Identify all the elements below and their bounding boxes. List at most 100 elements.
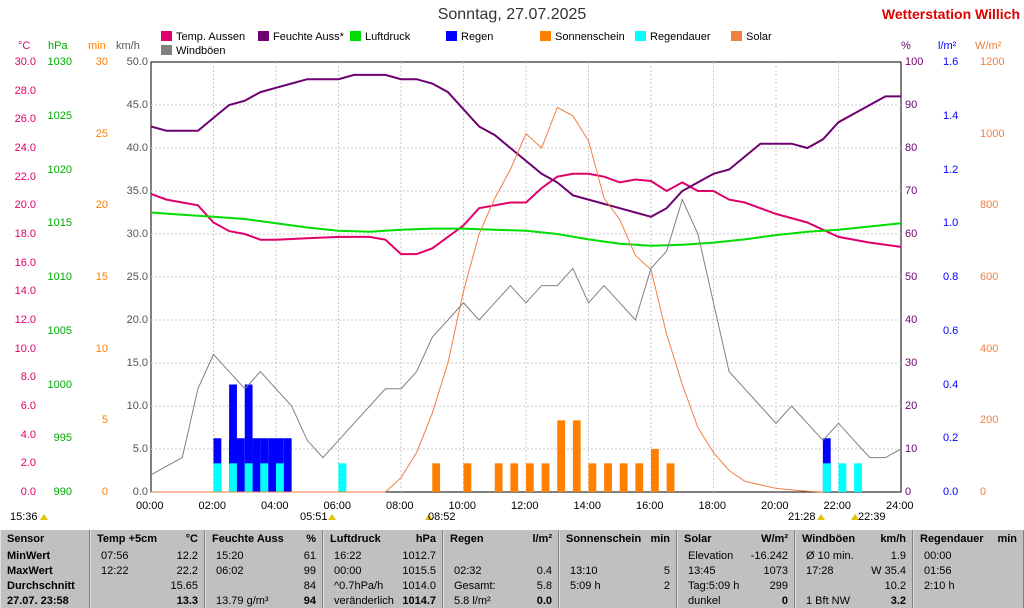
table-cell-value: 94 xyxy=(303,595,316,607)
table-column: Feuchte Auss% 15:20 61 06:02 99 84 13.79 g/m³ 9… xyxy=(205,530,323,608)
table-cell-label: 13.79 g/m³ xyxy=(216,595,269,607)
tick-label-x: 18:00 xyxy=(698,500,727,512)
row-label: MinWert xyxy=(7,550,51,562)
tick-label-temp: 0.0 xyxy=(20,486,36,498)
column-header: Regen xyxy=(450,533,484,545)
unit-label-rain: l/m² xyxy=(938,40,957,52)
tick-label-x: 14:00 xyxy=(573,500,602,512)
legend-label: Regen xyxy=(461,31,494,43)
tick-label-x: 00:00 xyxy=(136,500,164,512)
table-cell-value: 2 xyxy=(663,580,670,592)
tick-label-hum: 80 xyxy=(905,142,918,154)
series-line-temp-aussen xyxy=(150,172,902,256)
event-marker xyxy=(425,514,433,520)
tick-label-temp: 26.0 xyxy=(14,113,36,126)
tick-label-press: 1000 xyxy=(47,378,72,391)
column-unit: min xyxy=(997,533,1017,545)
bar-sonnenschein xyxy=(557,420,566,492)
unit-label-hum: % xyxy=(901,40,911,52)
tick-label-temp: 18.0 xyxy=(14,228,36,240)
legend-swatch xyxy=(161,45,172,55)
column-unit: % xyxy=(306,533,316,545)
tick-label-hum: 100 xyxy=(905,56,924,68)
bar-regen xyxy=(244,384,253,492)
tick-label-temp: 30.0 xyxy=(14,56,36,68)
tick-label-solar: 400 xyxy=(980,342,999,355)
tick-label-temp: 14.0 xyxy=(14,285,36,298)
table-column: Windböen km/h Ø 10 min. 1.9 17:28 W 35.4 10.2 1… xyxy=(795,530,913,608)
table-cell-value: 84 xyxy=(303,580,316,592)
tick-label-temp: 22.0 xyxy=(14,170,36,183)
tick-label-x: 04:00 xyxy=(261,500,289,512)
table-cell-value: W 35.4 xyxy=(871,565,906,577)
tick-label-temp: 12.0 xyxy=(14,314,36,326)
bar-regendauer xyxy=(260,463,269,492)
tick-label-wind: 35.0 xyxy=(126,185,148,197)
table-cell-value: 1014.7 xyxy=(402,595,436,607)
tick-label-x: 12:00 xyxy=(511,500,539,512)
table-cell-label: 02:32 xyxy=(454,565,482,577)
legend-label: Feuchte Auss* xyxy=(273,31,344,43)
table-column: Luftdruck hPa 16:22 1012.7 00:00 1015.5 ^0.7hP… xyxy=(323,530,443,608)
bar-sonnenschein xyxy=(526,463,534,492)
table-cell-label: 00:00 xyxy=(334,565,362,577)
column-header: Feuchte Auss xyxy=(212,533,284,545)
legend-label: Regendauer xyxy=(650,31,711,43)
tick-label-min: 0 xyxy=(101,486,108,498)
bar-regendauer xyxy=(244,463,253,492)
tick-label-rain: 0.2 xyxy=(943,432,959,445)
bar-sonnenschein xyxy=(494,463,503,492)
table-cell-value: 99 xyxy=(303,565,316,577)
table-cell-label: Gesamt: xyxy=(454,580,496,592)
tick-label-press: 1020 xyxy=(47,163,72,176)
event-sunset: 21:28 xyxy=(788,511,816,523)
column-unit: W/m² xyxy=(761,533,788,545)
tick-label-hum: 30 xyxy=(905,357,918,369)
table-cell-value: 3.2 xyxy=(890,595,906,607)
tick-label-press: 1010 xyxy=(47,271,72,283)
row-label: MaxWert xyxy=(7,565,53,577)
legend-item: Solar xyxy=(731,31,772,43)
tick-label-rain: 0.4 xyxy=(943,378,959,391)
column-header: Windböen xyxy=(802,533,856,545)
tick-label-wind: 30.0 xyxy=(126,228,148,240)
table-cell-value: 0.0 xyxy=(536,595,552,607)
tick-label-rain: 0.8 xyxy=(943,271,959,283)
tick-label-hum: 60 xyxy=(905,228,918,240)
column-header: Sonnenschein xyxy=(566,533,642,545)
table-column: Temp +5cm °C 07:56 12.2 12:22 22.2 15.65 13.3 xyxy=(90,530,205,608)
column-header: Solar xyxy=(684,533,712,545)
table-column: Regendauer min 00:00 01:56 2:10 h xyxy=(913,530,1024,608)
tick-label-solar: 1000 xyxy=(980,127,1005,140)
unit-label-solar: W/m² xyxy=(975,40,1002,52)
tick-label-wind: 50.0 xyxy=(126,56,148,68)
tick-label-min: 10 xyxy=(95,342,108,355)
bar-regendauer xyxy=(338,463,347,492)
tick-label-wind: 25.0 xyxy=(126,271,148,283)
tick-label-x: 10:00 xyxy=(448,500,477,512)
series-line-solar xyxy=(151,106,823,493)
tick-label-x: 08:00 xyxy=(386,500,414,512)
legend-item: Luftdruck xyxy=(350,31,410,43)
event-marker xyxy=(328,514,336,520)
bar-regendauer xyxy=(229,463,237,492)
table-cell-label: 06:02 xyxy=(216,565,244,577)
series-line-luftdruck xyxy=(150,211,902,247)
table-cell-value: 1073 xyxy=(763,565,788,577)
legend-swatch xyxy=(350,31,361,41)
tick-label-wind: 15.0 xyxy=(126,357,148,369)
legend-label: Solar xyxy=(746,31,772,43)
table-cell-value: 0 xyxy=(781,595,788,607)
table-cell-value: 1.9 xyxy=(890,550,906,562)
table-cell-value: 13.3 xyxy=(176,595,198,607)
legend-swatch xyxy=(635,31,646,41)
table-column: Sonnenschein min 13:10 5 5:09 h 2 xyxy=(559,530,677,608)
table-cell-value: 1012.7 xyxy=(402,550,436,562)
tick-label-wind: 5.0 xyxy=(132,443,148,455)
series-line-feuchte-auss- xyxy=(150,73,901,218)
table-cell-value: 61 xyxy=(303,550,316,562)
table-column: Regen l/m² 02:32 0.4 Gesamt: 5.8 5.8 l/m² 0.0 xyxy=(443,530,559,608)
legend-item: Sonnenschein xyxy=(540,31,625,43)
table-cell-label: 15:20 xyxy=(216,550,244,562)
